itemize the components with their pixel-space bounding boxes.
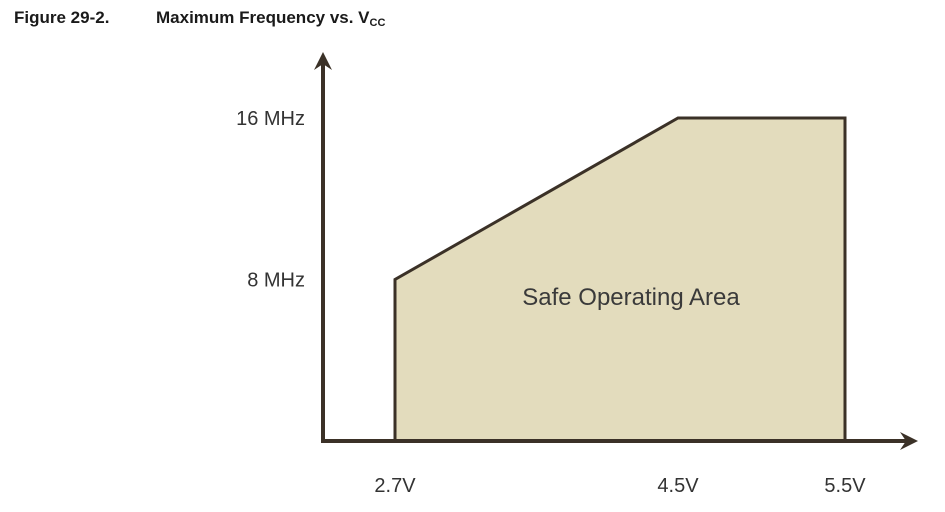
y-axis-arrowhead [314, 52, 332, 70]
safe-operating-area [393, 116, 847, 443]
safe-operating-area-label: Safe Operating Area [522, 284, 740, 311]
y-tick-label: 16 MHz [236, 108, 305, 130]
x-axis-arrowhead [900, 432, 918, 450]
y-tick-label: 8 MHz [247, 270, 305, 292]
figure-title: Maximum Frequency vs. VCC [156, 8, 386, 29]
figure-header: Figure 29-2. Maximum Frequency vs. VCC [14, 8, 385, 29]
x-tick-label: 2.7V [374, 475, 416, 497]
y-tick-labels: 8 MHz 16 MHz [236, 108, 305, 292]
x-tick-label: 5.5V [824, 475, 866, 497]
figure-title-subscript: CC [369, 17, 386, 29]
x-tick-label: 4.5V [657, 475, 699, 497]
figure-title-main: Maximum Frequency vs. V [156, 8, 370, 27]
figure-number: Figure 29-2. [14, 8, 110, 27]
x-tick-labels: 2.7V 4.5V 5.5V [374, 475, 866, 497]
